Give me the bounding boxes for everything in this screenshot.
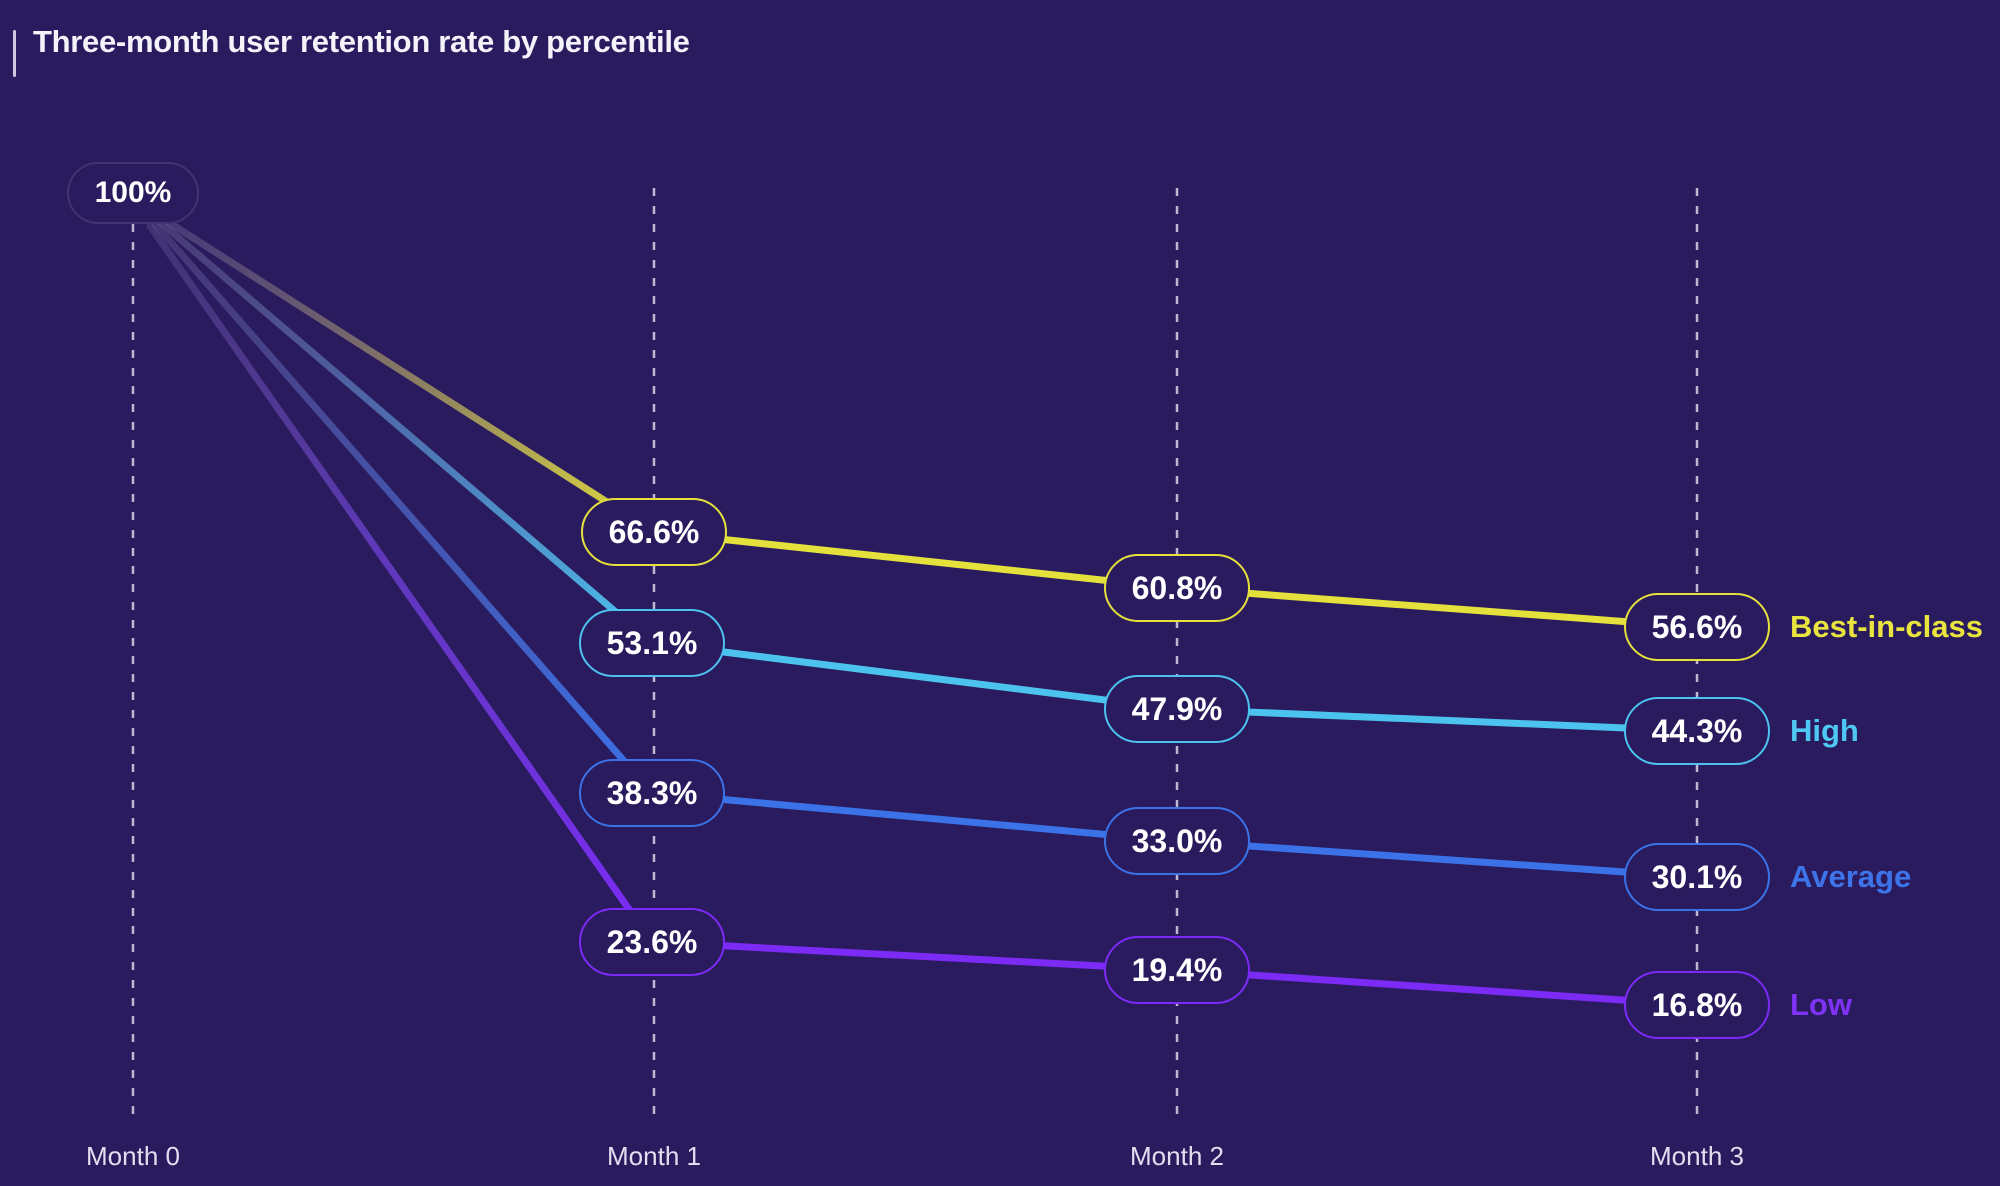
axis-label-month-1: Month 1 [607, 1141, 701, 1171]
series-label-best-in-class: Best-in-class [1790, 609, 1983, 644]
axis-label-month-3: Month 3 [1650, 1141, 1744, 1171]
data-pill-best-month3: 56.6% [1624, 593, 1770, 661]
data-pill-best-month2: 60.8% [1104, 554, 1250, 622]
line-high-seg1 [156, 218, 656, 647]
data-pill-high-month3: 44.3% [1624, 697, 1770, 765]
series-label-high: High [1790, 713, 1859, 748]
chart-title: Three-month user retention rate by perce… [33, 24, 690, 59]
data-pill-average-month2: 33.0% [1104, 807, 1250, 875]
data-pill-month0-100: 100% [67, 162, 199, 224]
line-best-in-class-seg1 [161, 216, 658, 536]
series-label-average: Average [1790, 859, 1912, 894]
axis-label-month-0: Month 0 [86, 1141, 180, 1171]
vertical-gridlines [131, 188, 1699, 1115]
line-low-seg1 [146, 222, 656, 946]
data-pill-high-month1: 53.1% [579, 609, 725, 677]
series-label-low: Low [1790, 987, 1852, 1022]
data-pill-average-month1: 38.3% [579, 759, 725, 827]
title-accent-bar [13, 30, 16, 77]
data-pill-best-month1: 66.6% [581, 498, 727, 566]
line-average-seg1 [151, 220, 656, 797]
data-pill-low-month2: 19.4% [1104, 936, 1250, 1004]
data-pill-average-month3: 30.1% [1624, 843, 1770, 911]
data-pill-low-month1: 23.6% [579, 908, 725, 976]
data-pill-low-month3: 16.8% [1624, 971, 1770, 1039]
axis-label-month-2: Month 2 [1130, 1141, 1224, 1171]
data-pill-high-month2: 47.9% [1104, 675, 1250, 743]
